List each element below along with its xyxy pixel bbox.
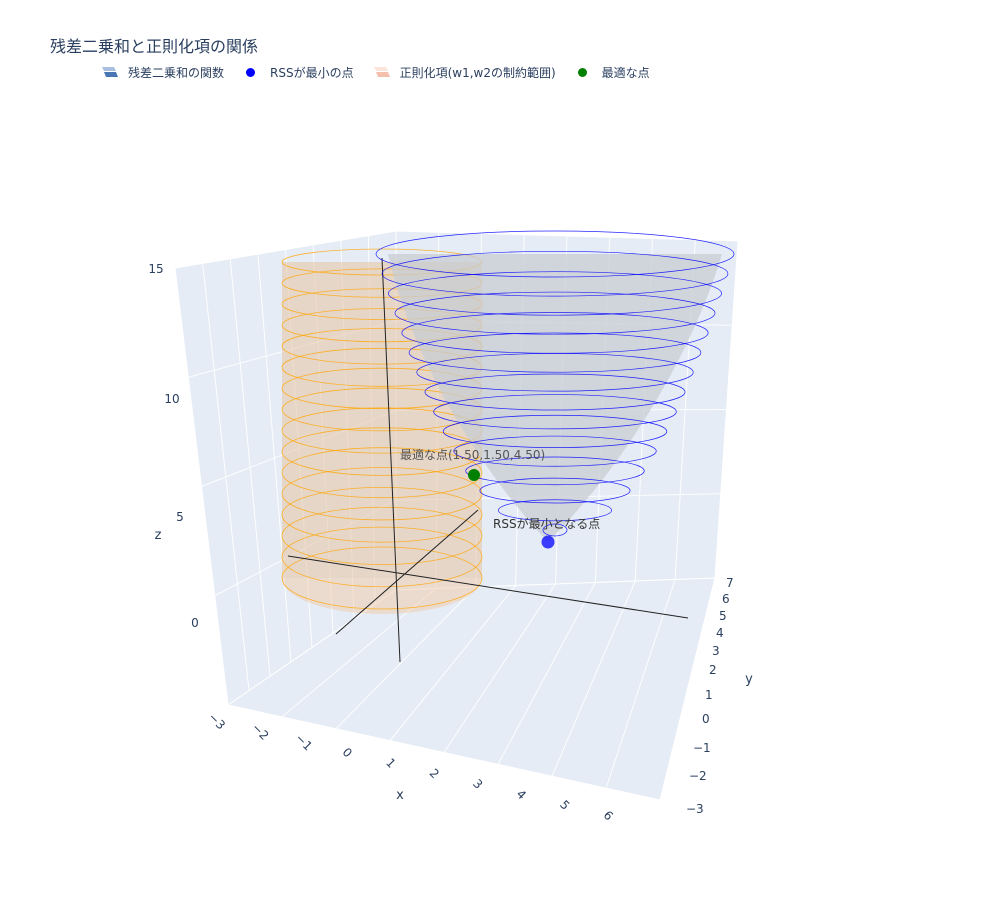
y-tick-label: 1 [705,688,713,702]
rss-contour [453,435,657,467]
x-tick-label: 6 [601,808,616,823]
rss-contour [394,291,716,335]
y-tick-label: 5 [719,609,727,623]
chart-title: 残差二乗和と正則化項の関係 [50,37,259,56]
rss-contour [498,499,612,522]
z-tick-label: 5 [176,510,184,524]
rss-paraboloid [375,230,735,542]
x-tick-label: −3 [206,710,228,732]
rss-contour [442,414,668,448]
constraint-contour [281,526,483,588]
z-tick-label: 10 [164,392,179,406]
rss-contour [408,332,702,373]
paraboloid-body [388,254,722,542]
grid-line [389,585,517,741]
z-tick-label: 0 [191,616,199,630]
z-axis-line [381,257,401,663]
y-tick-label: 6 [722,592,730,606]
origin-axes [287,257,689,663]
blue-dot-icon [246,67,256,77]
x-tick-label: −1 [293,731,315,753]
x-tick-label: 3 [470,777,485,792]
rss-contour [424,373,686,411]
legend-label: 残差二乗和の関数 [128,65,225,80]
rss-contour [433,394,677,430]
grid-line [335,586,477,730]
legend-item-rss-surface[interactable]: 残差二乗和の関数 [100,64,224,81]
floor-pane [226,577,716,801]
y-axis-title: y [745,672,753,687]
x-axis-title: x [396,788,404,803]
x-tick-label: 0 [340,745,355,760]
z-tick-label: 15 [148,262,163,276]
x-tick-label: 5 [557,798,572,813]
legend-item-optimal[interactable]: 最適な点 [574,64,650,81]
z-axis-title: z [155,528,162,543]
green-dot-icon [577,67,587,77]
constraint-contour [281,447,483,499]
x-tick-label: 1 [383,756,398,771]
y-tick-label: −3 [686,802,704,816]
rss-min-label: RSSが最小となる点 [493,516,600,531]
rss-contour [388,271,722,316]
legend-item-rss-min[interactable]: RSSが最小の点 [242,64,354,81]
optimal-point-label: 最適な点(1.50,1.50,4.50) [400,447,545,462]
x-tick-label: 2 [427,766,442,781]
constraint-contour [281,486,483,543]
legend-label: RSSが最小の点 [270,65,354,80]
legend-label: 最適な点 [601,65,650,80]
grid-line [551,580,636,777]
y-tick-label: −2 [689,769,707,783]
rss-contour [542,523,568,537]
rss-contour [416,353,694,392]
y-tick-label: 7 [726,576,734,590]
y-tick-label: 3 [712,644,720,658]
legend-label: 正則化項(w1,w2の制約範囲) [399,65,556,80]
constraint-contour [281,506,483,565]
rss-contour [375,230,735,278]
rss-contour [465,456,645,486]
y-tick-label: 4 [716,626,724,640]
y-tick-label: 2 [709,663,717,677]
x-axis-line [335,509,479,635]
optimal-point [468,469,480,481]
y-tick-label: 0 [702,712,710,726]
rss-contour [381,250,729,297]
x-tick-label: 4 [514,787,529,802]
legend: 残差二乗和の関数 RSSが最小の点 正則化項(w1,w2の制約範囲) 最適な点 [100,62,668,82]
y-tick-label: −1 [693,741,711,755]
surface-swatch-icon [372,65,390,79]
grid-line [497,582,596,765]
y-axis-line [287,555,689,619]
grid-line [443,583,556,753]
legend-item-constraint[interactable]: 正則化項(w1,w2の制約範囲) [372,64,556,81]
rss-min-point [541,535,555,549]
x-tick-label: −2 [249,720,271,742]
rss-contour [479,477,631,504]
surface-swatch-icon [100,65,118,79]
constraint-contour [281,546,483,610]
